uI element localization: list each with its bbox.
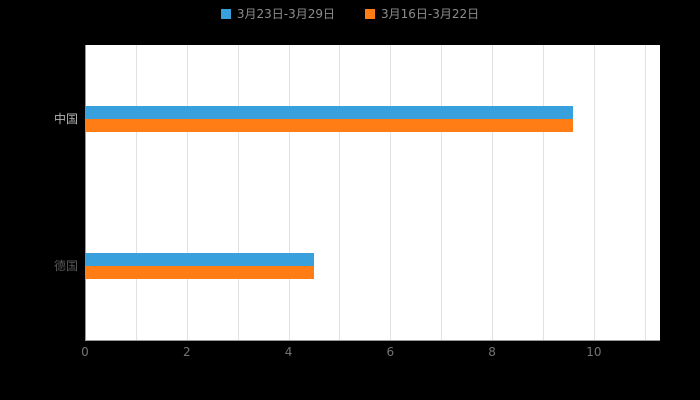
bar-3月23日-3月29日-德国	[85, 253, 314, 267]
gridline	[441, 45, 443, 340]
gridline	[492, 45, 494, 340]
legend-swatch-orange-icon	[365, 9, 375, 19]
y-axis-line	[85, 45, 86, 340]
gridline	[644, 45, 646, 340]
bar-3月16日-3月22日-德国	[85, 266, 314, 280]
gridline	[593, 45, 595, 340]
category-label: 中国	[53, 111, 78, 126]
legend-label: 3月23日-3月29日	[236, 7, 335, 21]
category-label: 德国	[53, 259, 78, 274]
gridline	[186, 45, 188, 340]
bar-3月16日-3月22日-中国	[85, 118, 574, 132]
legend-swatch-blue-icon	[220, 9, 231, 19]
x-tick-label: 8	[488, 345, 496, 359]
x-tick-label: 0	[81, 345, 89, 359]
gridline	[390, 45, 392, 340]
gridline	[135, 45, 137, 340]
x-tick-label: 2	[182, 345, 191, 359]
legend-item-week1[interactable]: 3月16日-3月22日	[365, 8, 479, 20]
legend-label: 3月16日-3月22日	[381, 7, 480, 21]
gridline	[542, 45, 544, 340]
x-tick-label: 4	[284, 345, 293, 359]
chart-legend: 3月23日-3月29日 3月16日-3月22日	[0, 8, 700, 20]
x-tick-label: 6	[386, 345, 395, 359]
x-tick-label: 10	[586, 345, 602, 359]
plot-area	[85, 45, 660, 340]
gridline	[237, 45, 239, 340]
x-axis-line	[85, 340, 660, 341]
bar-3月23日-3月29日-中国	[85, 105, 574, 119]
legend-item-week2[interactable]: 3月23日-3月29日	[220, 7, 335, 21]
gridline	[339, 45, 341, 340]
gridline	[288, 45, 290, 340]
